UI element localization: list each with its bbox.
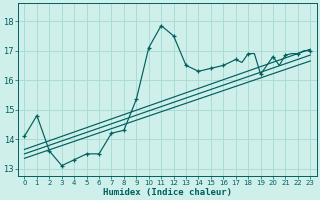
X-axis label: Humidex (Indice chaleur): Humidex (Indice chaleur) (103, 188, 232, 197)
